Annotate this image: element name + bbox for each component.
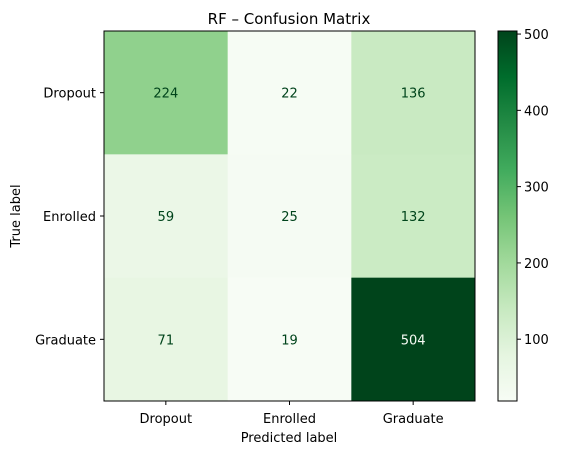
heatmap-cells — [104, 31, 476, 402]
colorbar-tick-label: 200 — [524, 257, 549, 272]
heatmap-cell — [351, 154, 476, 279]
chart-title: RF – Confusion Matrix — [208, 10, 371, 28]
cell-value-label: 59 — [158, 210, 175, 225]
heatmap-cell — [227, 31, 352, 155]
y-axis-ticks: Dropout Enrolled Graduate — [35, 87, 104, 348]
x-tick-label: Graduate — [383, 412, 444, 427]
cell-value-label: 19 — [281, 333, 298, 348]
heatmap-cell — [227, 154, 352, 279]
colorbar-tick-label: 400 — [524, 104, 549, 119]
heatmap-cell — [351, 277, 476, 402]
colorbar-tick-label: 100 — [524, 333, 549, 348]
colorbar-tick-label: 300 — [524, 181, 549, 196]
cell-value-label: 504 — [401, 333, 426, 348]
x-axis-label: Predicted label — [241, 431, 338, 446]
cell-value-label: 22 — [281, 87, 298, 102]
colorbar-ticks: 100 200 300 400 500 — [517, 28, 549, 348]
x-tick-label: Dropout — [140, 412, 193, 427]
heatmap-cell — [104, 31, 229, 155]
cell-value-label: 71 — [158, 333, 175, 348]
heatmap-cell — [227, 277, 352, 402]
y-tick-label: Enrolled — [43, 210, 96, 225]
cell-value-label: 25 — [281, 210, 298, 225]
colorbar — [497, 30, 518, 402]
x-tick-label: Enrolled — [263, 412, 316, 427]
y-tick-label: Graduate — [35, 333, 96, 348]
cell-value-labels: 224 22 136 59 25 132 71 19 504 — [153, 87, 425, 349]
y-tick-label: Dropout — [43, 87, 96, 102]
cell-value-label: 132 — [401, 210, 426, 225]
y-axis-label: True label — [9, 184, 24, 248]
heatmap-cell — [104, 154, 229, 279]
cell-value-label: 224 — [153, 87, 178, 102]
x-axis-ticks: Dropout Enrolled Graduate — [140, 401, 444, 427]
heatmap-cell — [351, 31, 476, 155]
heatmap-cell — [104, 277, 229, 402]
colorbar-tick-label: 500 — [524, 28, 549, 43]
cell-value-label: 136 — [401, 87, 426, 102]
